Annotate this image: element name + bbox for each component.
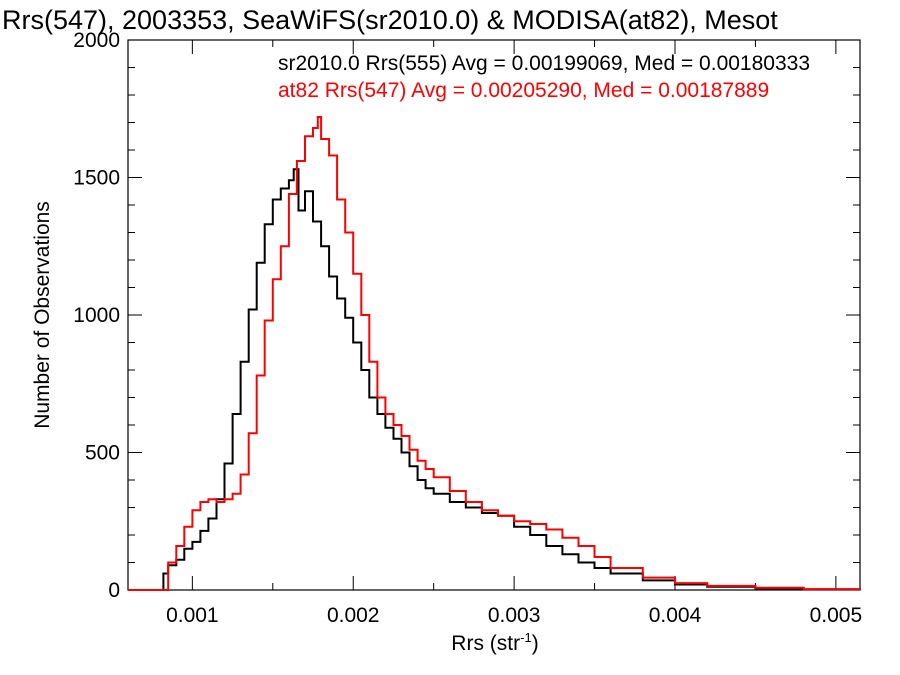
x-tick-label: 0.003 [488,604,541,627]
axis-tick-labels: 0.001 0.002 0.003 0.004 0.005 0 500 1000 1500 200… [73,29,862,627]
y-tick-label: 2000 [73,29,120,52]
series-line-2 [128,116,861,591]
x-tick-label: 0.004 [649,604,702,627]
x-axis-label-close: ) [532,632,539,655]
chart-title: Rrs(547), 2003353, SeaWiFS(sr2010.0) & M… [2,5,778,35]
legend: sr2010.0 Rrs(555) Avg = 0.00199069, Med … [278,52,810,102]
x-axis-label: Rrs (str-1) [451,630,538,655]
y-axis-label: Number of Observations [31,201,54,429]
plot-frame [127,39,861,591]
y-tick-label: 1000 [73,304,120,327]
legend-entry-series-1: sr2010.0 Rrs(555) Avg = 0.00199069, Med … [278,52,810,75]
y-tick-label: 1500 [73,167,120,190]
y-tick-label: 500 [85,442,120,465]
y-tick-label: 0 [108,579,120,602]
legend-entry-series-2: at82 Rrs(547) Avg = 0.00205290, Med = 0.… [278,79,769,102]
axis-ticks [128,39,860,591]
x-tick-label: 0.001 [166,604,219,627]
x-tick-label: 0.005 [810,604,863,627]
x-tick-label: 0.002 [327,604,380,627]
x-axis-label-base: Rrs (str [451,632,520,655]
x-axis-label-superscript: -1 [520,630,532,645]
plot-area-border [127,39,861,591]
series-layer [128,116,861,591]
series-line-1 [128,168,861,591]
